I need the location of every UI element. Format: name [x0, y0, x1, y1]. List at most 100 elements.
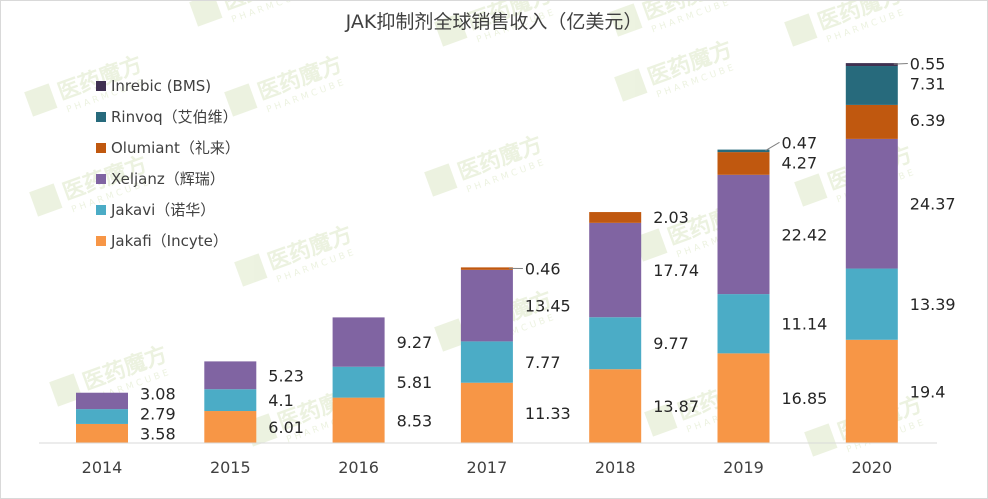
bar-segment: [717, 294, 770, 354]
data-label: 19.4: [910, 382, 946, 401]
legend-item: Xeljanz（辉瑞）: [96, 170, 225, 188]
watermark-cube-icon: [49, 373, 83, 407]
x-tick-label: 2014: [82, 458, 123, 477]
bar-segment: [845, 138, 898, 269]
leader-line: [765, 141, 780, 152]
data-label: 3.58: [140, 424, 176, 443]
bar-segment: [76, 423, 128, 443]
bar-segment: [460, 267, 513, 270]
bar-segment: [332, 366, 385, 398]
x-tick-label: 2020: [851, 458, 892, 477]
bar-segment: [717, 353, 770, 443]
data-label: 2.79: [140, 404, 176, 423]
bar-segment: [332, 397, 385, 443]
bar-segment: [460, 269, 513, 342]
legend-item: Jakafi（Incyte）: [96, 232, 228, 250]
data-label: 9.77: [653, 334, 689, 353]
data-label: 11.33: [525, 404, 571, 423]
watermark-cube-icon: [609, 3, 643, 37]
legend-label: Xeljanz（辉瑞）: [111, 170, 225, 188]
leader-line: [893, 63, 908, 65]
bar-segment: [845, 339, 898, 443]
legend-label: Jakafi（Incyte）: [110, 232, 228, 250]
data-labels-layer: 3.582.793.08 6.01 4.1 5.23 8.53 5.81 9.27 11.33…: [140, 55, 956, 444]
x-tick-label: 2018: [595, 458, 636, 477]
watermark-cube-icon: [424, 163, 458, 197]
watermark-cube-icon: [24, 83, 58, 117]
legend-swatch: [96, 236, 106, 246]
x-tick-label: 2019: [723, 458, 764, 477]
watermark-cube-icon: [804, 423, 838, 457]
watermark-cube-icon: [29, 183, 63, 217]
bar-segment: [845, 66, 898, 105]
bar-segment: [717, 152, 770, 175]
data-label: 5.23: [268, 366, 304, 385]
watermark-cube-icon: [644, 403, 678, 437]
watermark-cube-icon: [634, 228, 668, 262]
chart-title: JAK抑制剂全球销售收入（亿美元）: [345, 11, 643, 33]
legend-swatch: [96, 112, 106, 122]
bar-segment: [204, 389, 257, 412]
bar-segment: [76, 392, 128, 410]
bar-segment: [204, 361, 257, 390]
bar-segment: [204, 411, 257, 443]
watermark-cube-icon: [434, 318, 468, 352]
data-label: 4.1: [268, 391, 293, 410]
bar-segment: [332, 317, 385, 367]
bar-segment: [589, 222, 642, 318]
watermark-cube-icon: [234, 253, 268, 287]
data-label: 4.27: [782, 153, 818, 172]
data-label: 5.81: [397, 373, 433, 392]
bar-segment: [717, 174, 770, 295]
bar-segment: [589, 212, 642, 223]
data-label: 0.46: [525, 259, 561, 278]
bar-segment: [460, 382, 513, 443]
watermark-cube-icon: [434, 13, 468, 47]
data-label: 2.03: [653, 208, 689, 227]
x-tick-label: 2017: [467, 458, 508, 477]
legend-item: Rinvoq（艾伯维）: [96, 108, 238, 126]
bar-segment: [845, 268, 898, 340]
data-label: 3.08: [140, 384, 176, 403]
bar-segment: [76, 409, 128, 424]
bar-segment: [845, 104, 898, 139]
bar-segment: [589, 317, 642, 370]
legend-label: Jakavi（诺华）: [110, 201, 215, 219]
data-label: 16.85: [782, 389, 828, 408]
legend-swatch: [96, 81, 106, 91]
watermark-cube-icon: [794, 173, 828, 207]
legend-swatch: [96, 143, 106, 153]
bars-layer: [76, 63, 898, 443]
legend-item: Inrebic (BMS): [96, 77, 211, 95]
bar-segment: [845, 63, 898, 67]
legend-swatch: [96, 205, 106, 215]
data-label: 7.31: [910, 75, 946, 94]
watermark-cube-icon: [224, 83, 258, 117]
watermark-cube-icon: [784, 13, 818, 47]
data-label: 9.27: [397, 333, 433, 352]
data-label: 13.87: [653, 397, 699, 416]
data-label: 7.77: [525, 353, 561, 372]
legend: Inrebic (BMS) Rinvoq（艾伯维） Olumiant（礼来） Xelj…: [96, 77, 240, 250]
legend-item: Olumiant（礼来）: [96, 139, 240, 157]
data-label: 0.55: [910, 55, 946, 74]
data-label: 8.53: [397, 411, 433, 430]
data-label: 17.74: [653, 261, 699, 280]
data-label: 0.47: [782, 133, 818, 152]
legend-label: Olumiant（礼来）: [111, 139, 240, 157]
data-label: 24.37: [910, 195, 956, 214]
x-tick-label: 2016: [338, 458, 379, 477]
bar-segment: [460, 341, 513, 383]
bar-segment: [589, 369, 642, 443]
legend-item: Jakavi（诺华）: [96, 201, 215, 219]
legend-label: Rinvoq（艾伯维）: [111, 108, 238, 126]
legend-swatch: [96, 174, 106, 184]
data-label: 13.45: [525, 297, 571, 316]
